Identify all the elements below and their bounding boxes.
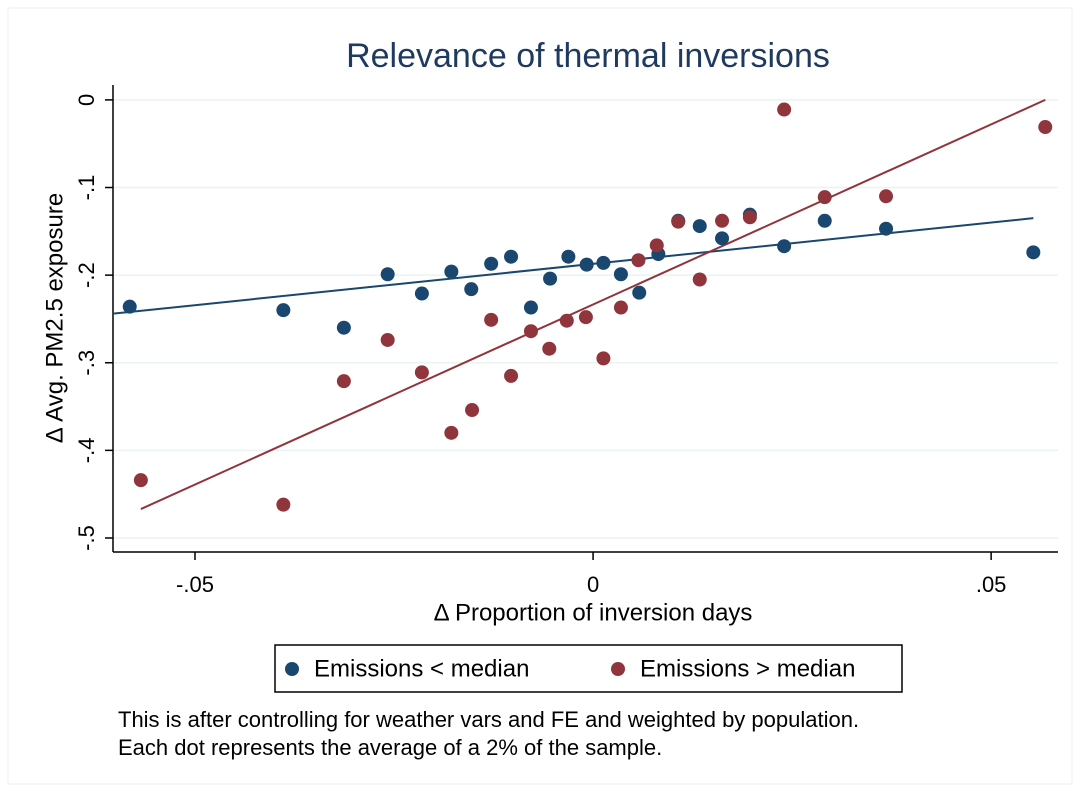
legend-label: Emissions < median: [314, 655, 529, 682]
point: [122, 299, 137, 314]
y-tick-label: -.1: [74, 175, 99, 201]
legend-marker: [285, 662, 299, 676]
point: [523, 324, 538, 339]
point: [464, 282, 479, 297]
point: [465, 403, 480, 418]
legend-marker: [611, 662, 625, 676]
point: [777, 239, 792, 254]
point: [414, 365, 429, 380]
y-tick-label: 0: [74, 94, 99, 106]
point: [742, 210, 757, 225]
chart-title: Relevance of thermal inversions: [346, 37, 830, 75]
point: [484, 312, 499, 327]
point: [613, 267, 628, 282]
x-axis-label: Δ Proportion of inversion days: [434, 599, 753, 626]
point: [444, 425, 459, 440]
fit-line: [112, 217, 1034, 315]
point: [613, 300, 628, 315]
point: [578, 310, 593, 325]
y-tick-label: -.2: [74, 262, 99, 288]
point: [692, 219, 707, 234]
point: [692, 272, 707, 287]
y-axis-label: Δ Avg. PM2.5 exposure: [41, 193, 68, 443]
point: [559, 313, 574, 328]
legend-label: Emissions > median: [640, 655, 855, 682]
point: [336, 374, 351, 389]
x-tick-label: .05: [976, 572, 1007, 597]
point: [1038, 120, 1053, 135]
y-tick-label: -.4: [74, 438, 99, 464]
x-tick-label: -.05: [176, 572, 214, 597]
point: [1026, 245, 1041, 260]
point: [879, 221, 894, 236]
point: [133, 473, 148, 488]
point: [380, 267, 395, 282]
point: [504, 249, 519, 264]
y-tick-label: -.3: [74, 350, 99, 376]
point: [632, 285, 647, 300]
point: [817, 190, 832, 205]
point: [276, 303, 291, 318]
point: [596, 351, 611, 366]
point: [579, 257, 594, 272]
note: This is after controlling for weather va…: [118, 707, 859, 732]
point: [777, 102, 792, 117]
point: [715, 231, 730, 246]
point: [671, 214, 686, 229]
point: [336, 320, 351, 335]
point: [523, 300, 538, 315]
fit-line: [140, 98, 1046, 510]
point: [879, 189, 894, 204]
legend-box: [274, 644, 903, 693]
point: [817, 213, 832, 228]
legend: Emissions < median Emissions > median: [285, 655, 855, 682]
x-tick-label: 0: [587, 572, 599, 597]
point: [715, 213, 730, 228]
point: [543, 271, 558, 286]
point: [649, 238, 664, 253]
point: [596, 255, 611, 270]
point: [484, 256, 499, 271]
point: [444, 264, 459, 279]
y-tick-label: -.5: [74, 525, 99, 551]
note: Each dot represents the average of a 2% …: [118, 735, 662, 760]
point: [380, 332, 395, 347]
point: [561, 249, 576, 264]
point: [276, 497, 291, 512]
point: [631, 253, 646, 268]
point: [542, 341, 557, 356]
point: [504, 368, 519, 383]
point: [414, 286, 429, 301]
